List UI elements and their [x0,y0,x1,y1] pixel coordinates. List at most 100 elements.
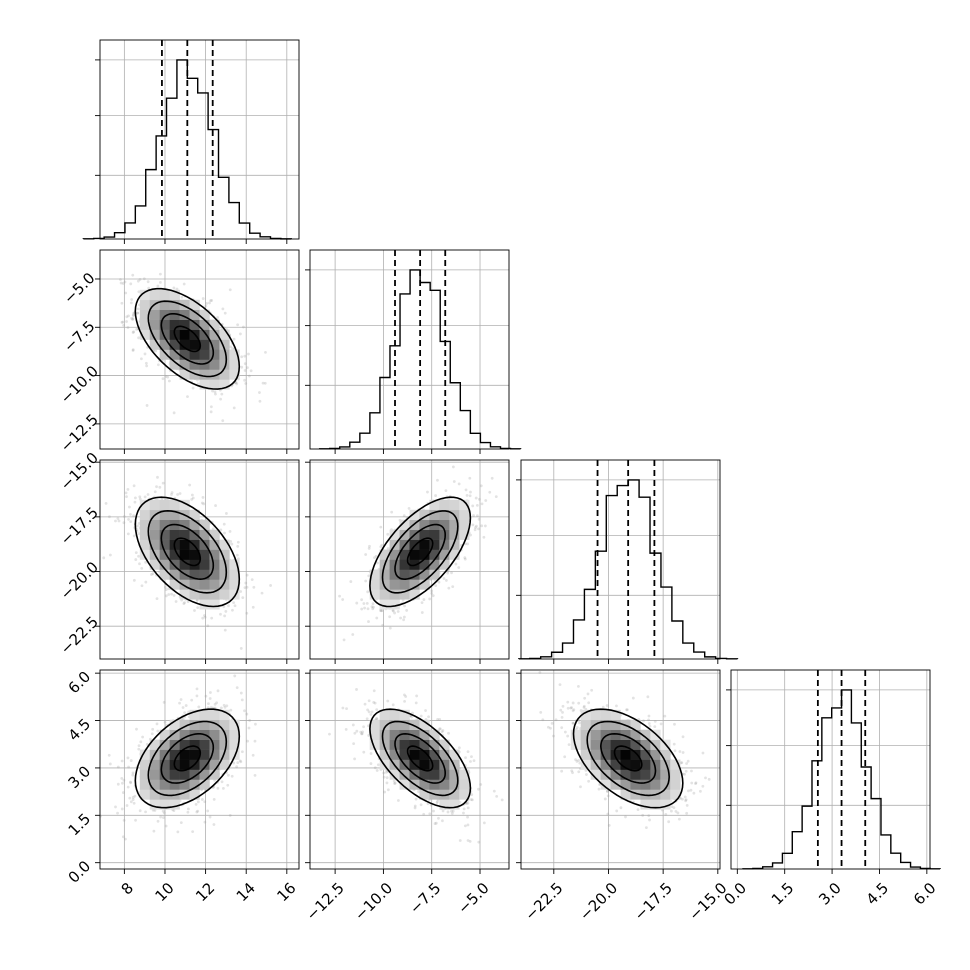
scatter-point [176,830,180,834]
density-cell [159,569,170,580]
density-cell [139,759,151,770]
density-cell [389,749,400,760]
scatter-point [108,762,112,766]
scatter-point [136,279,140,283]
scatter-point [124,837,127,841]
density-cell [199,379,210,390]
density-cell [209,339,220,350]
density-cell [179,539,190,550]
density-cell [189,739,200,750]
scatter-point [363,702,367,706]
scatter-point [166,375,170,379]
scatter-point [132,330,136,334]
scatter-point [203,800,207,804]
density-cell [199,579,210,590]
density-cell [570,729,581,740]
density-cell [209,739,220,750]
density-cell [429,729,440,740]
scatter-point [205,301,209,305]
density-cell [399,719,410,730]
density-cell [219,379,230,390]
scatter-point [578,721,581,725]
scatter-point [144,580,148,584]
density-cell [189,299,200,310]
scatter-point [151,727,155,731]
y-tick-label: −22.5 [57,613,102,658]
scatter-point [367,724,370,728]
density-cell [439,749,450,760]
scatter-point [162,816,165,819]
density-cell [159,799,170,810]
scatter-point [131,771,135,775]
scatter-point [155,597,159,601]
density-cell [209,729,220,740]
scatter-point [127,314,130,318]
scatter-point [484,499,488,502]
scatter-point [132,313,135,317]
scatter-point [104,501,108,505]
scatter-point [132,514,136,518]
density-cell [409,739,420,750]
density-cell [179,589,190,600]
scatter-point [468,476,472,480]
scatter-point [243,354,247,358]
scatter-point [344,727,348,731]
scatter-point [243,369,247,372]
scatter-point [204,694,208,698]
panel-frame [309,669,510,870]
scatter-point [135,327,139,331]
scatter-point [362,602,366,605]
scatter-point [707,777,711,781]
scatter-point [598,783,601,786]
scatter-point [647,722,651,725]
scatter-point [410,715,413,719]
scatter-point [200,501,204,505]
scatter-point [172,411,176,415]
density-cell [209,319,220,330]
scatter-point [193,609,196,612]
scatter-point [158,485,162,489]
scatter-point [471,504,475,508]
scatter-point [686,759,690,763]
density-cell [630,779,641,790]
scatter-point [360,598,364,602]
scatter-point [582,704,586,708]
density-cell [149,339,160,350]
scatter-point [131,318,134,321]
scatter-point [203,615,207,619]
density-cell [399,559,410,570]
density-cell [389,599,400,610]
scatter-point [230,774,234,778]
scatter-point [161,809,165,813]
density-cell [199,319,210,330]
density-cell [399,739,410,750]
density-cell [149,499,160,511]
scatter-point [431,594,435,598]
scatter-point [550,722,554,725]
density-cell [379,739,390,750]
scatter-point [129,301,133,305]
density-cell [369,589,380,600]
scatter-point [122,521,126,525]
scatter-point [420,611,424,614]
density-cell [399,779,410,790]
density-cell [149,789,160,800]
density-cell [399,529,410,540]
contour-line [406,537,434,567]
scatter-point [615,809,619,813]
scatter-point [422,812,426,816]
density-cell [149,529,160,540]
scatter-point [433,822,437,825]
density-cell [139,529,151,540]
scatter-point [466,815,469,819]
density-cell [139,309,151,320]
scatter-point [164,374,168,378]
density-cell [590,729,601,740]
density-cell [419,759,430,770]
density-cell [159,769,170,780]
scatter-point [480,502,484,506]
density-cell [209,349,220,360]
scatter-point [670,809,673,813]
y-tick-label: −10.0 [57,362,102,407]
density-cell [199,329,210,340]
